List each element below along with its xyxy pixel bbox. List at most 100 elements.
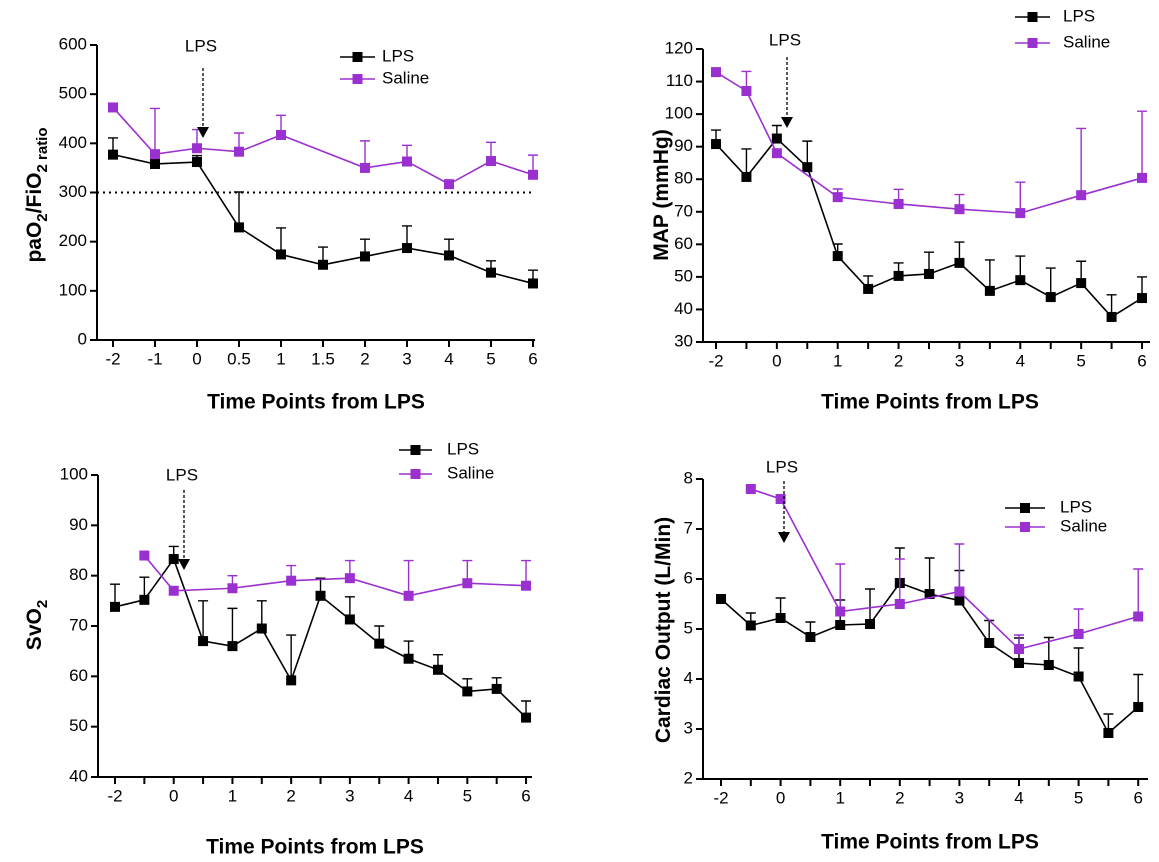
data-point [711,139,721,150]
x-tick-label: 4 [404,786,413,805]
data-point [286,575,297,586]
x-tick-label: 0 [776,788,785,807]
data-point [192,143,202,154]
annotation: LPS [185,36,217,55]
x-tick-label: -2 [105,349,120,368]
y-axis-title-part: paO [23,222,46,263]
data-point [805,632,816,642]
y-tick-label: 4 [684,668,693,687]
data-point [711,67,721,78]
series-line [720,582,1139,735]
data-point [835,606,846,617]
data-point [168,585,179,596]
data-point [1133,611,1144,622]
data-point [192,157,202,168]
x-axis-title: Time Points from LPS [821,831,1039,854]
error-bar [954,543,965,592]
x-axis-title: Time Points from LPS [821,391,1039,414]
x-tick-label: 6 [1137,351,1146,370]
y-tick-label: 200 [59,231,87,250]
legend-marker [352,74,363,84]
data-point [1133,702,1144,712]
error-bar [865,588,875,624]
y-tick-label: 80 [69,565,88,584]
y-axis-title-part: /FiO [23,172,46,213]
y-tick-label: 90 [674,136,693,155]
data-point [954,257,965,268]
x-tick-label: 0 [772,351,781,370]
data-point [528,278,538,289]
x-axis-title: Time Points from LPS [206,836,424,859]
error-bar [227,607,238,647]
data-point [276,129,286,140]
x-tick-label: -2 [713,788,728,807]
error-bar [1015,181,1026,214]
data-point [1015,275,1026,286]
data-point [402,243,412,254]
x-tick-label: 5 [486,349,495,368]
data-point [832,251,843,262]
legend-label: LPS [447,439,479,458]
x-tick-label: 1.5 [311,349,335,368]
annotation-arrowhead [781,117,793,128]
error-bar [984,259,995,291]
data-point [924,589,935,599]
y-tick-label: 3 [684,718,693,737]
data-point [741,171,752,182]
data-point [227,583,238,594]
x-tick-label: 5 [463,786,472,805]
legend-marker [410,469,421,479]
data-point [110,601,120,612]
x-tick-label: 1 [228,786,237,805]
x-tick-label: 2 [360,349,369,368]
data-point [444,179,454,190]
data-point [344,573,355,584]
y-tick-label: 7 [684,518,693,537]
y-axis-title: SvO2 [23,600,52,650]
annotation: LPS [769,30,801,49]
data-point [318,259,328,270]
data-point [168,554,179,565]
data-point [108,102,118,113]
data-point [374,638,385,649]
legend-label: LPS [1063,6,1095,25]
annotation: LPS [166,465,198,484]
y-axis-title-part: SvO [23,608,46,650]
legend-marker [1027,12,1038,22]
error-bar [894,558,905,604]
x-tick-label: 3 [955,351,964,370]
data-point [1014,644,1024,654]
x-tick-label: 1 [833,351,842,370]
data-point [835,620,846,630]
data-point [775,613,786,623]
x-tick-label: 3 [402,349,411,368]
error-bar [924,557,935,594]
y-tick-label: 6 [684,568,693,587]
y-tick-label: 0 [78,329,87,348]
error-bar [1133,568,1144,617]
y-tick-label: 2 [684,768,693,787]
x-tick-label: 1 [276,349,285,368]
data-point [1076,190,1087,201]
x-tick-label: 4 [444,349,453,368]
x-tick-label: 3 [955,788,964,807]
error-bar [234,191,244,228]
data-point [832,192,843,203]
error-bar [1133,673,1144,707]
data-point [893,198,904,209]
data-point [462,578,473,589]
x-tick-label: -2 [708,351,723,370]
series-line [715,137,1143,318]
x-tick-label: 0 [192,349,201,368]
data-point [486,156,496,167]
x-tick-label: 1 [835,788,844,807]
y-tick-label: 40 [674,299,693,318]
y-tick-label: 70 [69,615,88,634]
data-point [771,133,782,144]
data-point [1015,208,1026,219]
legend-marker [1027,38,1038,48]
annotation-arrowhead [778,532,790,543]
x-tick-label: 4 [1016,351,1025,370]
y-tick-label: 500 [59,84,87,103]
x-tick-label: 0 [169,786,178,805]
